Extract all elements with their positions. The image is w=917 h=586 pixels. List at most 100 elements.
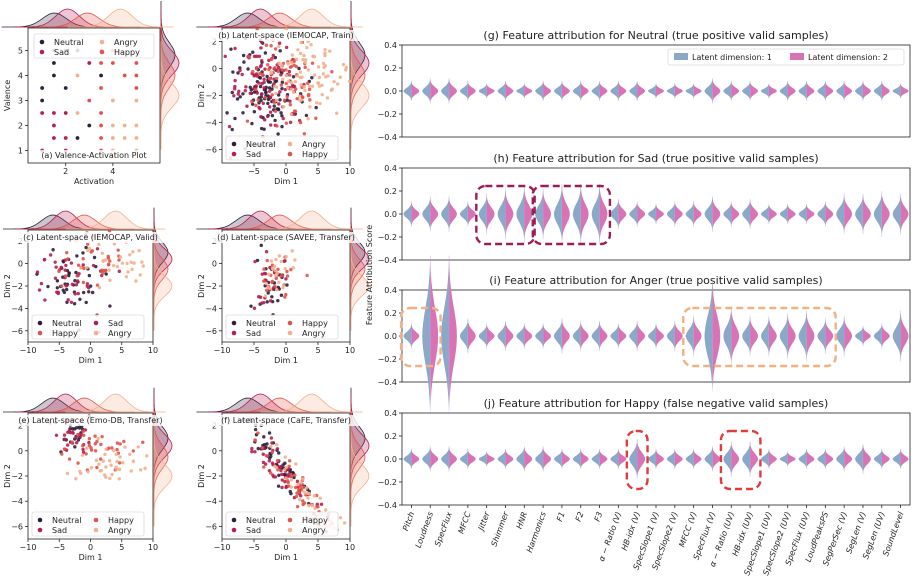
data-point-angry (104, 465, 108, 469)
legend-marker-angry (99, 39, 105, 45)
data-point-angry (318, 496, 322, 500)
panel-caption: (f) Latent-space (CaFE, Transfer) (221, 416, 351, 425)
data-point-happy (283, 295, 287, 299)
scatter-panel-f: −10 −5 0 5 10 2 0 −2 −4 −6 Dim 1 Dim 2 (f) Latent-sp… (196, 387, 370, 562)
data-point-happy (282, 98, 287, 102)
y-tick-label: 2 (18, 422, 23, 431)
data-point-neutral (259, 95, 263, 99)
data-point-angry (299, 481, 303, 485)
data-point-angry (269, 259, 274, 263)
data-point-sad (248, 91, 252, 95)
data-point-sad (255, 91, 259, 95)
data-point-happy (99, 442, 103, 447)
x-category-label: F1 (555, 511, 567, 523)
data-point-sad (52, 111, 56, 115)
violin-half-dim1 (441, 197, 450, 231)
data-point-sad (42, 257, 47, 262)
violin-half-dim2 (599, 322, 608, 350)
data-point-angry (110, 98, 115, 103)
data-point-neutral (246, 67, 250, 71)
violin-half-dim1 (554, 186, 562, 242)
data-point-neutral (276, 484, 281, 488)
data-point-angry (342, 521, 347, 525)
data-point-sad (257, 54, 262, 59)
data-point-happy (86, 242, 90, 246)
data-point-angry (281, 104, 286, 109)
data-point-happy (288, 103, 293, 107)
violin-half-dim1 (554, 319, 562, 353)
violin-half-dim2 (844, 447, 853, 471)
data-point-sad (284, 485, 288, 490)
data-point-happy (287, 73, 292, 77)
violin-half-dim2 (599, 81, 608, 101)
data-point-neutral (75, 254, 79, 258)
legend-label-sad: Sad (246, 526, 261, 535)
violin-half-dim1 (742, 317, 751, 355)
data-point-angry (123, 445, 127, 449)
marginal-top-angry (65, 393, 166, 413)
data-point-sad (277, 102, 281, 106)
data-point-sad (54, 433, 59, 437)
data-point-happy (250, 99, 254, 103)
y-axis-label: Dim 2 (197, 464, 206, 488)
violin-half-dim2 (543, 191, 551, 237)
data-point-sad (284, 277, 288, 281)
legend-box (225, 135, 339, 161)
violin-half-dim1 (855, 326, 863, 346)
data-point-angry (274, 273, 279, 277)
data-point-neutral (73, 445, 77, 449)
data-point-sad (261, 101, 266, 105)
violin-panel-1: (h) Feature attribution for Sad (true po… (378, 152, 911, 265)
data-point-sad (69, 300, 74, 304)
data-point-angry (289, 478, 294, 482)
data-point-angry (100, 251, 105, 256)
data-point-angry (279, 259, 284, 264)
data-point-angry (281, 286, 285, 290)
data-point-angry (138, 273, 142, 277)
violin-half-dim2 (449, 447, 457, 471)
violin-half-dim1 (666, 449, 675, 469)
panel-caption: (d) Latent-space (SAVEE, Transfer) (217, 233, 355, 242)
violin-half-dim2 (430, 197, 439, 231)
data-point-sad (278, 90, 282, 94)
data-point-happy (247, 54, 251, 59)
data-point-angry (110, 136, 115, 140)
x-tick-label: −10 (20, 543, 37, 552)
legend-label-angry: Angry (108, 329, 132, 338)
x-tick-label: 10 (345, 543, 355, 552)
data-point-angry (277, 254, 282, 258)
violin-half-dim2 (806, 449, 815, 469)
data-point-happy (285, 274, 290, 278)
violin-half-dim2 (712, 79, 721, 103)
data-point-sad (237, 89, 241, 94)
data-point-angry (341, 62, 346, 67)
legend-label-happy: Happy (114, 48, 140, 57)
data-point-sad (74, 441, 79, 445)
data-point-happy (93, 442, 98, 446)
highlight-box (625, 429, 649, 491)
data-point-angry (103, 452, 107, 457)
violin-half-dim2 (806, 313, 815, 359)
data-point-sad (271, 287, 275, 291)
data-point-angry (80, 453, 85, 457)
violin-half-dim2 (750, 200, 758, 228)
data-point-angry (85, 265, 89, 270)
data-point-happy (76, 263, 81, 267)
data-point-neutral (267, 431, 272, 435)
data-point-sad (260, 81, 264, 86)
data-point-sad (250, 449, 254, 454)
data-point-neutral (256, 446, 260, 451)
data-point-neutral (87, 273, 92, 278)
data-point-neutral (52, 73, 56, 78)
y-tick-label: −4 (11, 304, 23, 313)
data-point-neutral (74, 426, 79, 430)
data-point-neutral (74, 270, 78, 275)
y-tick-label: 3 (18, 97, 23, 106)
violin-half-dim2 (486, 324, 495, 348)
violin-half-dim2 (844, 81, 853, 101)
data-point-angry (103, 258, 108, 262)
violin-half-dim1 (422, 447, 431, 471)
data-point-neutral (279, 111, 283, 115)
data-point-happy (279, 83, 284, 87)
violin-half-dim1 (535, 81, 544, 101)
